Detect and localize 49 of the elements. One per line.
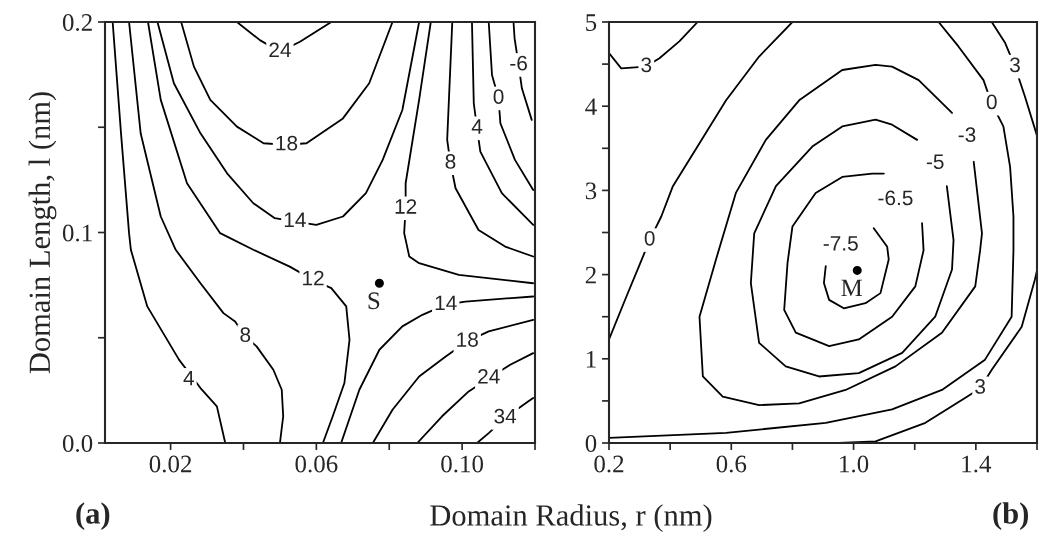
x-axis-title: Domain Radius, r (nm) <box>430 504 712 532</box>
annotation: 18 <box>276 135 298 151</box>
x-tick-label: 0.6 <box>716 455 747 473</box>
x-tick-label: 1.0 <box>840 455 869 473</box>
text: (a) <box>76 502 110 530</box>
y-tick-label: 0.2 <box>62 14 92 32</box>
line-series <box>147 22 351 443</box>
line-series <box>749 118 955 378</box>
series-label: S <box>368 292 380 310</box>
line-series <box>609 22 794 341</box>
x-tick-label: 0.02 <box>149 455 192 473</box>
annotation: -6 <box>510 55 527 71</box>
line-series <box>487 22 535 191</box>
annotation: 34 <box>494 408 517 424</box>
y-tick-label: 2 <box>585 266 596 284</box>
line-series <box>823 227 890 310</box>
line-series <box>371 318 535 443</box>
line-series <box>111 22 227 443</box>
line-series <box>476 397 535 443</box>
annotation: 14 <box>435 295 457 311</box>
line-series <box>698 64 983 407</box>
annotation: -3 <box>958 127 976 143</box>
annotation: 12 <box>395 199 417 214</box>
y-tick-label: 0.1 <box>62 224 92 242</box>
line-series <box>783 172 925 348</box>
annotation: 24 <box>478 369 500 384</box>
annotation: 18 <box>457 332 478 347</box>
annotation: 14 <box>284 212 306 227</box>
point <box>852 265 862 275</box>
annotation: 4 <box>183 370 194 386</box>
x-tick-label: 0.06 <box>295 455 338 473</box>
annotation: 12 <box>303 270 324 286</box>
series-label: M <box>841 279 863 297</box>
x-tick-label: 1.4 <box>962 455 992 473</box>
y-axis-title: Domain Length, l (nm) <box>28 92 57 374</box>
y-tick-label: 5 <box>586 14 597 31</box>
text: (b) <box>993 502 1028 530</box>
annotation: -7.5 <box>823 236 858 251</box>
annotation: -6.5 <box>878 190 913 206</box>
y-tick-label: 1 <box>586 350 596 368</box>
y-tick-label: 4 <box>585 98 597 115</box>
y-tick-label: 0 <box>585 435 597 452</box>
y-tick-label: 0.0 <box>62 435 93 453</box>
x-tick-label: 0.10 <box>441 455 484 473</box>
annotation: -5 <box>926 154 944 170</box>
line-series <box>416 352 535 443</box>
y-tick-label: 3 <box>585 182 597 200</box>
point <box>374 278 384 288</box>
annotation: 24 <box>269 42 291 58</box>
